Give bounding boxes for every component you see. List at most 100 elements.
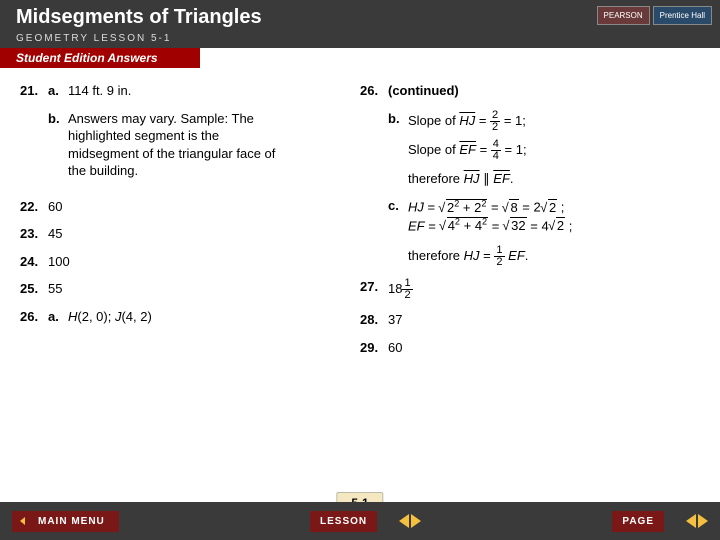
fraction: 12 — [494, 245, 504, 268]
lesson-button[interactable]: LESSON — [310, 511, 377, 532]
parallel-symbol: ∥ — [480, 171, 494, 186]
q-subpart: b. — [48, 110, 68, 180]
semi: ; — [557, 200, 564, 215]
answer-26b: b. Slope of HJ = 22 = 1; Slope of EF = 4… — [360, 110, 700, 188]
equals: = — [425, 218, 440, 233]
sqrt: 42 + 42 — [447, 217, 488, 233]
q-number: 26. — [360, 82, 388, 100]
answer-22: 22. 60 — [20, 198, 360, 216]
var-EF: EF — [508, 248, 525, 263]
equals: = — [476, 142, 491, 157]
page-subtitle: GEOMETRY LESSON 5-1 — [16, 33, 704, 44]
answer-24: 24. 100 — [20, 253, 360, 271]
page-button[interactable]: PAGE — [612, 511, 664, 532]
value: 18 — [388, 281, 402, 296]
q-subpart: a. — [48, 308, 68, 326]
q-number — [360, 110, 388, 188]
pearson-logo: PEARSON — [597, 6, 650, 25]
sqrt: 8 — [509, 199, 518, 215]
answer-27: 27. 1812 — [360, 278, 700, 301]
q-subpart: b. — [388, 110, 408, 188]
q-number — [20, 110, 48, 180]
next-page-icon[interactable] — [698, 514, 708, 528]
q-number: 21. — [20, 82, 48, 100]
page-arrows — [686, 514, 708, 528]
sqrt: 32 — [510, 217, 526, 233]
header: Midsegments of Triangles GEOMETRY LESSON… — [0, 0, 720, 48]
coords: (2, 0); — [77, 309, 115, 324]
segment-HJ: HJ — [464, 171, 480, 186]
equals-one: = 1; — [500, 113, 526, 128]
q-text: 114 ft. 9 in. — [68, 82, 360, 100]
answer-26-continued: 26. (continued) — [360, 82, 700, 100]
q-text: H(2, 0); J(4, 2) — [68, 308, 360, 326]
sqrt: 22 + 22 — [446, 199, 487, 215]
left-column: 21. a. 114 ft. 9 in. b. Answers may vary… — [20, 82, 360, 502]
q-text: 100 — [48, 253, 360, 271]
answer-26c: c. HJ = 22 + 22 = 8 = 2 2 ; EF = 42 + 42… — [360, 197, 700, 268]
fraction: 44 — [491, 139, 501, 162]
q-number: 28. — [360, 311, 388, 329]
equals: = 4 — [527, 218, 549, 233]
main-menu-button[interactable]: MAIN MENU — [12, 511, 119, 532]
q-text: 55 — [48, 280, 360, 298]
equals: = — [487, 200, 502, 215]
coords: (4, 2) — [121, 309, 151, 324]
q-subpart: c. — [388, 197, 408, 268]
q-subpart: a. — [48, 82, 68, 100]
answer-25: 25. 55 — [20, 280, 360, 298]
publisher-logos: PEARSON Prentice Hall — [597, 6, 712, 25]
semi: ; — [565, 218, 572, 233]
q-text: 60 — [388, 339, 700, 357]
prentice-hall-logo: Prentice Hall — [653, 6, 712, 25]
q-number: 26. — [20, 308, 48, 326]
var-EF: EF — [408, 218, 425, 233]
equals: = — [424, 200, 439, 215]
footer-nav: MAIN MENU LESSON PAGE — [0, 502, 720, 540]
q-number: 25. — [20, 280, 48, 298]
right-column: 26. (continued) b. Slope of HJ = 22 = 1;… — [360, 82, 700, 502]
equals: = 2 — [519, 200, 541, 215]
next-lesson-icon[interactable] — [411, 514, 421, 528]
q-number: 29. — [360, 339, 388, 357]
continued-label: (continued) — [388, 83, 459, 98]
prev-lesson-icon[interactable] — [399, 514, 409, 528]
prev-page-icon[interactable] — [686, 514, 696, 528]
label: Slope of — [408, 142, 459, 157]
answer-23: 23. 45 — [20, 225, 360, 243]
label: Slope of — [408, 113, 459, 128]
q-text: 60 — [48, 198, 360, 216]
sqrt: 2 — [548, 199, 557, 215]
answer-21b: b. Answers may vary. Sample: The highlig… — [20, 110, 360, 180]
answer-21a: 21. a. 114 ft. 9 in. — [20, 82, 360, 100]
q-text: Slope of HJ = 22 = 1; Slope of EF = 44 =… — [408, 110, 700, 188]
var-H: H — [68, 309, 77, 324]
lesson-arrows — [399, 514, 421, 528]
var-HJ: HJ — [408, 200, 424, 215]
segment-EF: EF — [493, 171, 510, 186]
var-HJ: HJ — [464, 248, 480, 263]
q-text: 1812 — [388, 278, 700, 301]
content-area: 21. a. 114 ft. 9 in. b. Answers may vary… — [0, 68, 720, 502]
q-text: 37 — [388, 311, 700, 329]
equals-one: = 1; — [501, 142, 527, 157]
equals: = — [475, 113, 490, 128]
answer-28: 28. 37 — [360, 311, 700, 329]
q-number: 27. — [360, 278, 388, 301]
answer-26a: 26. a. H(2, 0); J(4, 2) — [20, 308, 360, 326]
period: . — [510, 171, 514, 186]
q-text: HJ = 22 + 22 = 8 = 2 2 ; EF = 42 + 42 = … — [408, 197, 700, 268]
q-text: 45 — [48, 225, 360, 243]
student-edition-bar: Student Edition Answers — [0, 48, 200, 68]
q-number — [360, 197, 388, 268]
fraction: 22 — [490, 110, 500, 133]
q-number: 22. — [20, 198, 48, 216]
segment-HJ: HJ — [459, 113, 475, 128]
q-text: Answers may vary. Sample: The highlighte… — [68, 110, 288, 180]
therefore: therefore — [408, 171, 464, 186]
therefore: therefore — [408, 248, 464, 263]
q-number: 23. — [20, 225, 48, 243]
period: . — [525, 248, 529, 263]
answer-29: 29. 60 — [360, 339, 700, 357]
q-number: 24. — [20, 253, 48, 271]
